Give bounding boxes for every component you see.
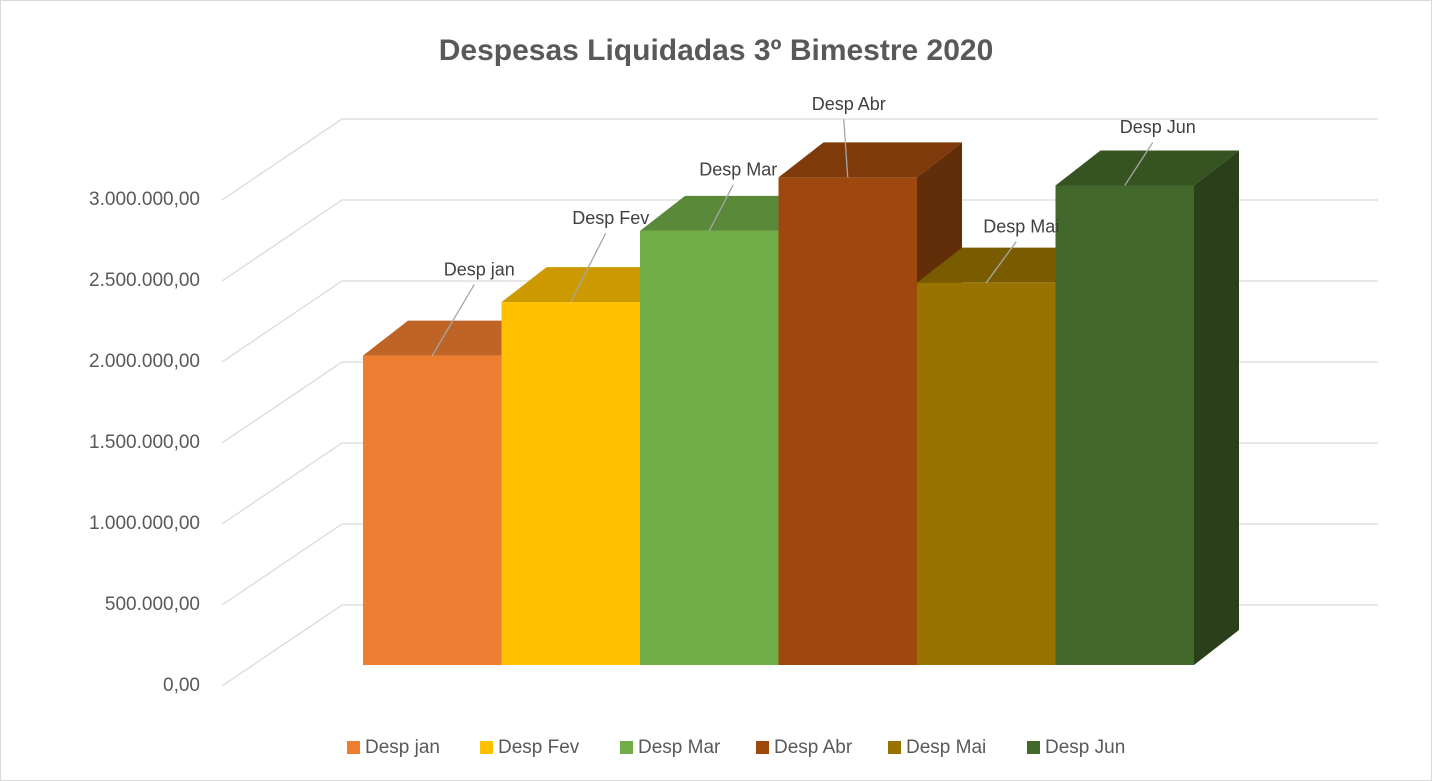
bar-top xyxy=(640,195,824,231)
bar-top xyxy=(1055,150,1239,186)
leader-line xyxy=(570,232,607,303)
grid-line xyxy=(221,118,1378,201)
legend-label: Desp Fev xyxy=(498,737,580,758)
bar-top xyxy=(501,267,685,303)
data-label: Desp Fev xyxy=(572,208,649,228)
data-label: Desp jan xyxy=(444,259,515,279)
legend-swatch xyxy=(888,741,901,754)
bar xyxy=(363,355,502,665)
bar xyxy=(640,230,779,665)
legend-swatch xyxy=(1027,741,1040,754)
leader-line xyxy=(708,184,734,232)
legend-swatch xyxy=(347,741,360,754)
legend-swatch xyxy=(756,741,769,754)
bar-top xyxy=(917,247,1101,283)
chart-title: Despesas Liquidadas 3º Bimestre 2020 xyxy=(439,34,994,67)
y-tick-label: 1.000.000,00 xyxy=(89,513,200,534)
y-tick-label: 1.500.000,00 xyxy=(89,432,200,453)
bar-top xyxy=(778,142,962,178)
y-tick-label: 500.000,00 xyxy=(105,594,200,615)
bar xyxy=(917,282,1056,665)
y-tick-label: 3.000.000,00 xyxy=(89,189,200,210)
data-label: Desp Mar xyxy=(699,160,777,180)
bar xyxy=(501,302,640,665)
legend-swatch xyxy=(620,741,633,754)
y-tick-label: 2.000.000,00 xyxy=(89,351,200,372)
bar-side xyxy=(1194,150,1239,666)
legend-label: Desp Jun xyxy=(1045,737,1125,758)
y-tick-label: 0,00 xyxy=(163,675,200,696)
leader-line xyxy=(431,284,475,356)
legend-swatch xyxy=(480,741,493,754)
leader-line xyxy=(843,119,849,178)
data-label: Desp Mai xyxy=(983,216,1059,236)
data-label: Desp Abr xyxy=(812,94,886,114)
bar-top xyxy=(363,320,547,356)
bar xyxy=(778,177,917,665)
leader-line xyxy=(985,241,1017,284)
leader-line xyxy=(1124,142,1154,186)
legend-label: Desp Mai xyxy=(906,737,986,758)
y-tick-label: 2.500.000,00 xyxy=(89,270,200,291)
grid-line xyxy=(221,199,1378,282)
legend-label: Desp jan xyxy=(365,737,440,758)
data-label: Desp Jun xyxy=(1120,117,1196,137)
bar xyxy=(1055,185,1194,666)
legend-label: Desp Mar xyxy=(638,737,721,758)
legend-label: Desp Abr xyxy=(774,737,853,758)
